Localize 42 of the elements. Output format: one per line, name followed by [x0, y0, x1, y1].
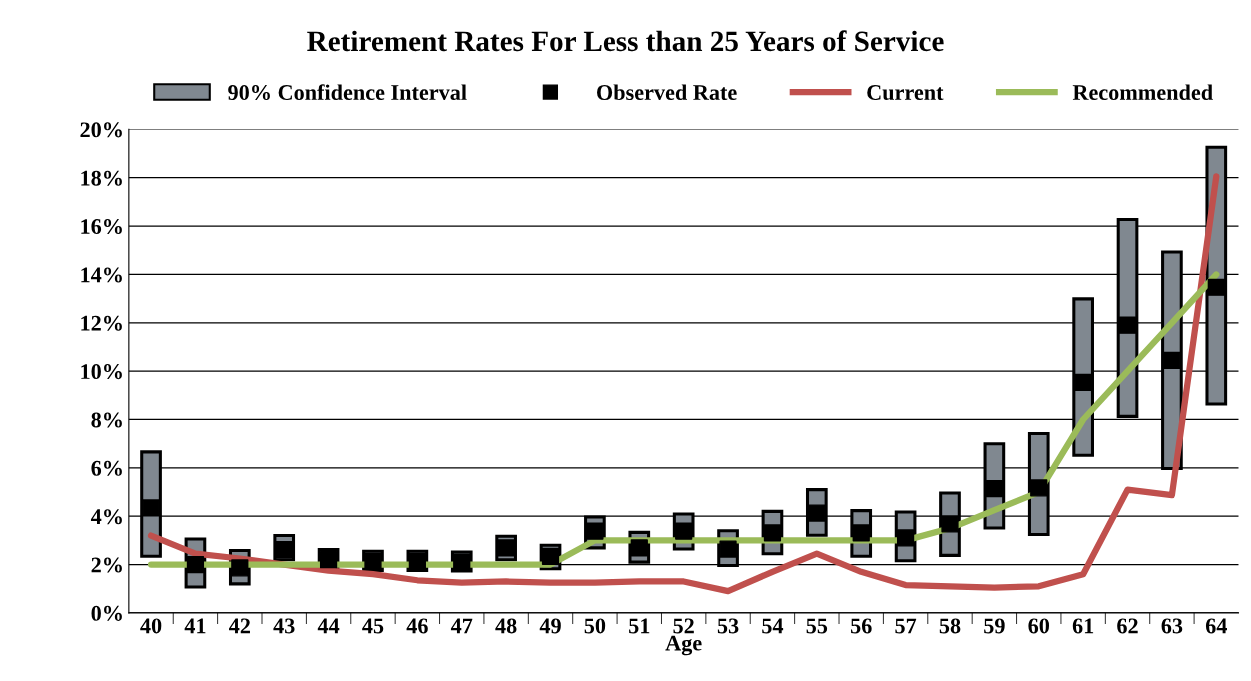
legend-label: Current	[867, 85, 944, 101]
y-tick-label: 20%	[80, 122, 122, 138]
legend-label: 90% Confidence Interval	[228, 84, 467, 101]
y-tick-label: 2%	[91, 557, 122, 573]
x-tick-label: 50	[584, 618, 606, 634]
y-tick-label: 10%	[81, 364, 122, 380]
x-tick-label: 51	[629, 618, 650, 634]
x-tick-label: 41	[184, 618, 206, 634]
x-tick-label: 59	[984, 618, 1005, 634]
chart-title: Retirement Rates For Less than 25 Years of Service	[307, 30, 944, 52]
y-tick-label: 6%	[91, 460, 122, 476]
x-tick-label: 63	[1161, 618, 1183, 634]
x-tick-label: 55	[806, 618, 828, 634]
y-tick-label: 18%	[81, 170, 122, 186]
x-tick-label: 43	[273, 618, 295, 634]
x-tick-label: 46	[406, 618, 428, 634]
x-tick-label: 54	[762, 618, 784, 634]
x-tick-label: 45	[362, 618, 384, 634]
x-tick-label: 52	[673, 618, 694, 634]
x-axis-title: Age	[665, 635, 702, 656]
x-tick-label: 53	[717, 618, 739, 634]
x-tick-label: 57	[895, 618, 917, 634]
y-tick-label: 8%	[91, 412, 122, 428]
legend-label: Recommended	[1072, 84, 1213, 101]
x-tick-label: 61	[1072, 618, 1094, 634]
x-tick-label: 42	[229, 618, 250, 634]
y-tick-label: 14%	[81, 267, 122, 283]
y-tick-label: 4%	[90, 509, 122, 525]
legend-label: Observed Rate	[597, 84, 737, 101]
y-tick-label: 12%	[81, 315, 122, 331]
x-tick-label: 64	[1205, 618, 1227, 634]
x-tick-label: 40	[140, 618, 162, 634]
x-tick-label: 48	[495, 618, 517, 634]
x-tick-label: 56	[850, 618, 872, 634]
x-tick-label: 62	[1117, 618, 1138, 634]
y-tick-label: 16%	[81, 219, 122, 235]
x-tick-label: 47	[450, 618, 473, 634]
x-tick-label: 58	[939, 618, 961, 634]
y-tick-label: 0%	[91, 605, 122, 621]
x-tick-label: 60	[1028, 618, 1050, 634]
x-tick-label: 44	[317, 618, 340, 634]
x-tick-label: 49	[539, 618, 561, 634]
